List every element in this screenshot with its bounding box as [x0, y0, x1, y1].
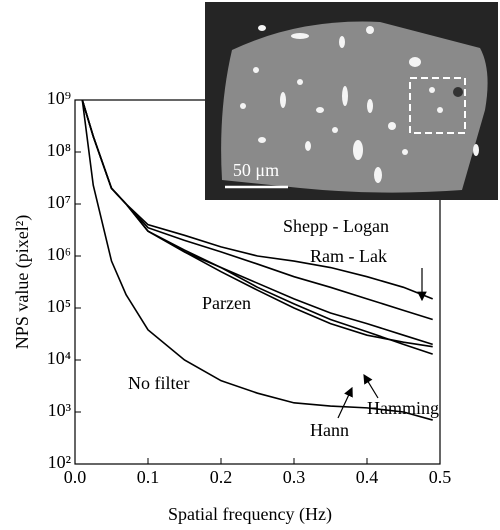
x-tick-label: 0.2	[210, 467, 233, 487]
y-tick-label: 10⁶	[47, 244, 71, 264]
x-tick-label: 0.3	[283, 467, 306, 487]
y-tick-label: 10²	[48, 452, 71, 472]
inset-image: 50 μm	[205, 2, 498, 200]
arrow	[337, 386, 353, 419]
series-label: Hann	[310, 420, 349, 440]
series-label: No filter	[128, 373, 189, 393]
y-axis-title: NPS value (pixel²)	[12, 215, 33, 349]
y-tick-label: 10⁵	[47, 296, 71, 316]
plot-area: 0.0 0.1 0.2 0.3 0.4 0.5 10² 10³ 10⁴ 10⁵ 10⁶ 10⁷ 10⁸ 1…	[47, 88, 452, 487]
x-tick-label: 0.0	[64, 467, 87, 487]
x-tick-label: 0.1	[137, 467, 160, 487]
scale-bar-label: 50 μm	[233, 160, 279, 180]
y-tick-label: 10⁴	[47, 348, 71, 368]
x-tick-label: 0.5	[429, 467, 452, 487]
series-label: Shepp - Logan	[283, 216, 389, 236]
series-line	[81, 99, 433, 348]
x-tick-label: 0.4	[356, 467, 379, 487]
y-tick-label: 10³	[48, 400, 72, 420]
series-label: Hamming	[367, 398, 439, 418]
y-tick-label: 10⁷	[47, 192, 71, 212]
series-label: Ram - Lak	[310, 246, 387, 266]
y-tick-label: 10⁹	[47, 88, 71, 108]
series-line	[81, 99, 433, 421]
arrow	[363, 373, 379, 399]
x-axis-title: Spatial frequency (Hz)	[168, 504, 332, 525]
y-tick-label: 10⁸	[47, 140, 71, 160]
series-label: Parzen	[202, 293, 251, 313]
